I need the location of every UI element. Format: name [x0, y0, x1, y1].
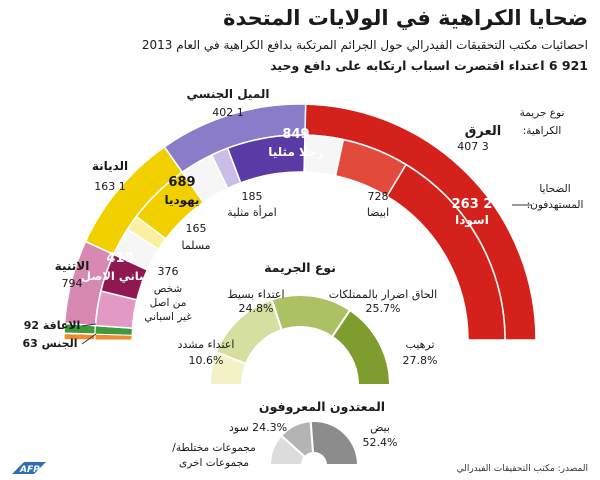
subgroup-label-gay-men: رجلا مثليا [268, 145, 324, 159]
subgroup-label-white: ابيضا [367, 206, 389, 219]
category-label-religion: الديانة [92, 159, 128, 173]
source-note: المصدر: مكتب التحقيقات الفيدرالي [456, 464, 588, 474]
subgroup-arc-seg-5-1703498323 [334, 138, 408, 198]
subgroup-label-muslim: مسلما [181, 239, 210, 252]
afp-logo-text: AFP [19, 465, 40, 474]
annotation-crime-type: الكراهية: [523, 125, 562, 137]
offenders-value-white: 52.4% [363, 436, 398, 449]
crime-type-value-intimidation: 27.8% [403, 354, 438, 367]
crime-type-label-property: الحاق اضرار بالممتلكات [329, 288, 437, 301]
category-value-religion: 1 163 [94, 180, 126, 193]
category-value-race: 3 407 [457, 140, 489, 153]
subgroup-label-non-hispanic: من اصل [150, 297, 187, 309]
page-subtitle: احصائيات مكتب التحقيقات الفيدرالي حول ال… [141, 38, 588, 52]
subgroup-arc-seg-5-1703823885 [385, 163, 506, 341]
afp-logo: AFP [12, 462, 46, 474]
subgroup-label-black: اسودا [455, 213, 489, 228]
offenders-label-black: 24.3% سود [229, 421, 287, 434]
annotation-victims: الضحايا [539, 183, 570, 195]
subgroup-label-non-hispanic: غير اسباني [144, 311, 192, 323]
subgroup-value-non-hispanic: 376 [158, 265, 179, 278]
offenders-title: المعتدون المعروفون [259, 399, 385, 414]
crime-type-label-aggravated: اعتداء مشدد [178, 338, 235, 351]
crime-type-value-simple: 24.8% [239, 302, 274, 315]
subgroup-value-jewish: 689 [168, 175, 195, 190]
subgroup-value-lesbian: 185 [242, 190, 263, 203]
category-value-sexual-orientation: 1 402 [212, 106, 244, 119]
subgroup-label-non-hispanic: شخص [154, 283, 182, 295]
offenders-label-white: بيض [370, 421, 390, 434]
crime-type-value-aggravated: 10.6% [189, 354, 224, 367]
offenders-label-mixed: مجموعات مختلطة/ [172, 442, 255, 454]
subgroup-arc-seg-11-1208178833 [210, 147, 242, 190]
subgroup-arc-seg-5-1731526353 [126, 215, 167, 251]
subgroup-arc-seg-21-1993311787 [94, 290, 138, 329]
category-value-ethnicity: 794 [62, 277, 83, 290]
subgroup-label-hispanic: اسباني الاصل [81, 269, 159, 283]
category-label-sexual-orientation: الميل الجنسي [187, 87, 270, 101]
offenders-label-mixed: مجموعات اخرى [179, 457, 249, 469]
crime-type-title: نوع الجريمة [264, 260, 336, 275]
page-title: ضحايا الكراهية في الولايات المتحدة [223, 6, 588, 30]
subgroup-label-jewish: يهوديا [164, 193, 199, 208]
category-label-gender: الجنس 63 [22, 337, 77, 350]
crime-type-label-simple: اعتداء بسيط [227, 288, 284, 301]
subgroup-label-lesbian: امرأة مثلية [227, 205, 276, 219]
crime-type-label-intimidation: ترهيب [405, 338, 434, 351]
category-label-ethnicity: الاتنية [55, 259, 90, 273]
annotation-victims: المستهدفون: [527, 199, 584, 211]
crime-type-slice-seg-5-1706534743 [330, 308, 392, 386]
crime-type-value-property: 25.7% [366, 302, 401, 315]
summary-line: 921 6 اعتداء اقتصرت اسباب ارتكابه على دا… [270, 58, 588, 73]
leader-line-gender [81, 333, 97, 345]
annotation-crime-type: نوع جريمة [520, 107, 565, 119]
subgroup-value-white: 728 [368, 190, 389, 203]
category-label-race: العرق [465, 124, 501, 139]
subgroup-value-muslim: 165 [186, 222, 207, 235]
subgroup-value-hispanic: 418 [106, 251, 133, 266]
offenders-slice-seg-3-1774573 [309, 420, 360, 466]
category-label-disability: الاعاقة 92 [24, 319, 81, 332]
subgroup-value-black: 2 263 [452, 197, 493, 212]
subgroup-value-gay-men: 849 [282, 127, 309, 142]
leader-line-disability [81, 323, 97, 327]
